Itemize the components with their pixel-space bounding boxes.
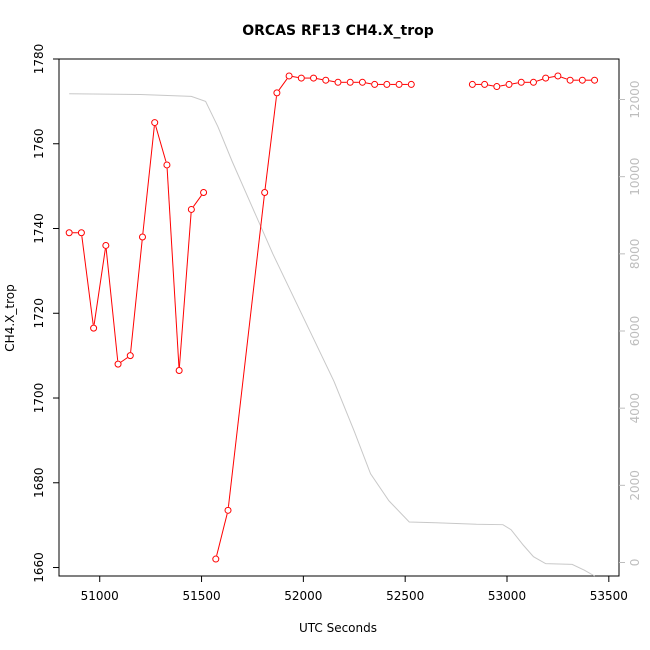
altitude-line <box>69 93 595 577</box>
ch4-line-segment <box>500 84 506 87</box>
ch4-point <box>371 80 379 88</box>
ch4-point <box>138 233 146 241</box>
ch4-point <box>273 89 281 97</box>
y-tick-label: 1680 <box>32 467 46 498</box>
ch4-point <box>395 80 403 88</box>
ch4-line-segment <box>227 195 265 507</box>
ch4-line-segment <box>193 195 202 207</box>
ch4-line-segment <box>216 513 228 556</box>
altitude-series <box>69 93 595 577</box>
ch4-line-segment <box>81 236 94 325</box>
plot-frame <box>58 58 620 577</box>
ch4-point <box>224 506 232 514</box>
ch4-line-segment <box>278 78 288 91</box>
ch4-point <box>591 76 599 84</box>
y-tick-label: 1700 <box>32 383 46 414</box>
ch4-point <box>200 188 208 196</box>
x-tick-label: 52500 <box>386 589 424 603</box>
ch4-point <box>77 229 85 237</box>
ch4-point <box>542 74 550 82</box>
y-tick-label: 1780 <box>32 44 46 75</box>
ch4-point <box>493 83 501 91</box>
ch4-point <box>334 78 342 86</box>
x-tick-label: 51000 <box>81 589 119 603</box>
ch4-line-segment <box>292 76 298 78</box>
y2-tick-label: 2000 <box>628 470 642 501</box>
y2-tick-label: 8000 <box>628 239 642 270</box>
ch4-point <box>358 78 366 86</box>
ch4-line-segment <box>264 96 277 190</box>
ch4-line-segment <box>329 80 335 83</box>
y-tick-label: 1720 <box>32 298 46 329</box>
ch4-point <box>346 78 354 86</box>
y-tick-label: 1740 <box>32 213 46 244</box>
ch4-line-segment <box>365 82 372 85</box>
ch4-point <box>297 74 305 82</box>
ch4-point <box>285 72 293 80</box>
y2-tick-label: 12000 <box>628 80 642 118</box>
ch4-point <box>554 72 562 80</box>
x-tick-label: 53000 <box>488 589 526 603</box>
ch4-point <box>322 76 330 84</box>
ch4-point <box>407 80 415 88</box>
ch4-line-segment <box>316 78 323 81</box>
x-axis: 51000 51500 52000 52500 53000 53500 <box>81 576 628 603</box>
y2-axis: 0 2000 4000 6000 8000 10000 12000 <box>619 80 642 566</box>
ch4-point <box>310 74 318 82</box>
y-tick-label: 1760 <box>32 128 46 159</box>
ch4-point <box>505 80 513 88</box>
ch4-line-segment <box>512 82 518 85</box>
ch4-point <box>90 324 98 332</box>
ch4-point <box>114 360 122 368</box>
ch4-point <box>212 555 220 563</box>
ch4-point <box>529 78 537 86</box>
y2-tick-label: 4000 <box>628 393 642 424</box>
ch4-point <box>163 161 171 169</box>
ch4-line-segment <box>93 248 106 325</box>
x-axis-label: UTC Seconds <box>299 621 377 635</box>
ch4-point <box>126 352 134 360</box>
y2-tick-label: 6000 <box>628 316 642 347</box>
ch4-point <box>481 80 489 88</box>
y2-tick-label: 10000 <box>628 158 642 196</box>
ch4-point <box>65 229 73 237</box>
ch4-line-segment <box>155 125 167 162</box>
ch4-line-segment <box>120 357 128 363</box>
ch4-line-segment <box>549 76 555 78</box>
ch4-point <box>261 188 269 196</box>
x-tick-label: 51500 <box>182 589 220 603</box>
ch4-point <box>517 78 525 86</box>
ch4-line-segment <box>487 84 494 87</box>
ch4-point <box>383 80 391 88</box>
ch4-point <box>187 205 195 213</box>
ch4-point <box>566 76 574 84</box>
y-axis: 1660 1680 1700 1720 1740 1760 1780 <box>32 44 59 583</box>
ch4-line-segment <box>178 212 192 368</box>
ch4-point <box>151 119 159 127</box>
y2-tick-label: 0 <box>628 559 642 567</box>
ch4-line-segment <box>536 78 543 82</box>
ch4-point <box>578 76 586 84</box>
ch4-line-segment <box>166 168 180 368</box>
ch4-point <box>102 241 110 249</box>
ch4-line-segment <box>105 248 119 361</box>
ch4-point <box>468 80 476 88</box>
chart-title: ORCAS RF13 CH4.X_trop <box>242 23 434 39</box>
ch4-line-segment <box>130 240 143 353</box>
ch4-line-segment <box>142 125 155 234</box>
x-tick-label: 52000 <box>284 589 322 603</box>
ch4-series <box>65 72 599 563</box>
ch4-line-segment <box>561 76 567 80</box>
y-axis-label: CH4.X_trop <box>3 284 17 351</box>
ch4-point <box>175 366 183 374</box>
x-tick-label: 53500 <box>590 589 628 603</box>
y-tick-label: 1660 <box>32 552 46 583</box>
